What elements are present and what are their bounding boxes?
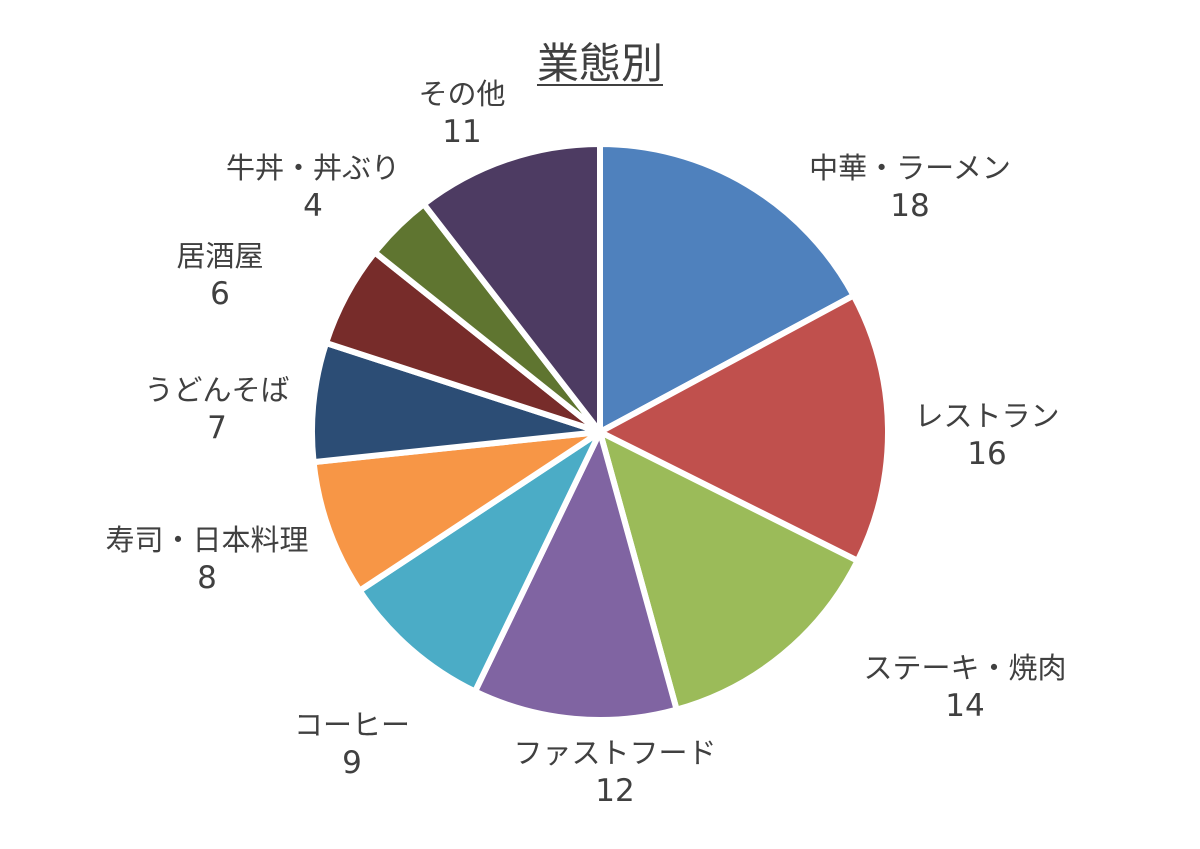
data-label-value: 14 bbox=[945, 688, 985, 725]
data-label-category: ファストフード bbox=[513, 736, 717, 770]
data-label-category: 寿司・日本料理 bbox=[105, 523, 309, 557]
chart-title: 業態別 bbox=[536, 39, 663, 88]
pie-slice-2 bbox=[597, 292, 891, 564]
data-label-10: その他 11 bbox=[418, 76, 505, 153]
data-label-1: 中華・ラーメン 18 bbox=[809, 150, 1011, 227]
pie-slice-4 bbox=[472, 429, 680, 723]
data-label-value: 8 bbox=[197, 560, 217, 597]
data-label-value: 4 bbox=[303, 188, 323, 225]
pie-slice-5 bbox=[356, 429, 603, 695]
pie-slice-3 bbox=[597, 429, 861, 713]
data-label-category: うどんそば bbox=[144, 373, 290, 407]
data-label-5: コーヒー 9 bbox=[294, 707, 410, 784]
data-label-value: 12 bbox=[595, 773, 635, 810]
data-label-category: ステーキ・焼肉 bbox=[863, 651, 1067, 685]
pie-slice-6 bbox=[310, 429, 603, 594]
data-label-category: 牛丼・丼ぶり bbox=[225, 151, 401, 185]
data-label-value: 6 bbox=[210, 276, 230, 313]
data-label-value: 7 bbox=[207, 410, 227, 447]
pie-slice-1 bbox=[597, 141, 857, 435]
data-label-6: 寿司・日本料理 8 bbox=[105, 522, 308, 599]
pie-slice-10 bbox=[420, 141, 603, 435]
data-label-value: 9 bbox=[342, 745, 362, 782]
data-label-category: 居酒屋 bbox=[176, 239, 264, 273]
data-label-8: 居酒屋 6 bbox=[176, 238, 263, 315]
data-label-category: その他 bbox=[418, 77, 506, 111]
data-label-9: 牛丼・丼ぶり 4 bbox=[226, 150, 400, 227]
data-label-value: 16 bbox=[967, 436, 1007, 473]
data-label-2: レストラン 16 bbox=[914, 398, 1059, 475]
data-label-category: 中華・ラーメン bbox=[809, 151, 1011, 185]
data-label-4: ファストフード 12 bbox=[513, 735, 716, 812]
data-label-category: コーヒー bbox=[293, 708, 411, 742]
data-label-category: レストラン bbox=[914, 399, 1060, 433]
data-label-3: ステーキ・焼肉 14 bbox=[863, 650, 1066, 727]
data-label-7: うどんそば 7 bbox=[144, 372, 289, 449]
data-label-value: 11 bbox=[442, 114, 482, 151]
data-label-value: 18 bbox=[890, 188, 930, 225]
